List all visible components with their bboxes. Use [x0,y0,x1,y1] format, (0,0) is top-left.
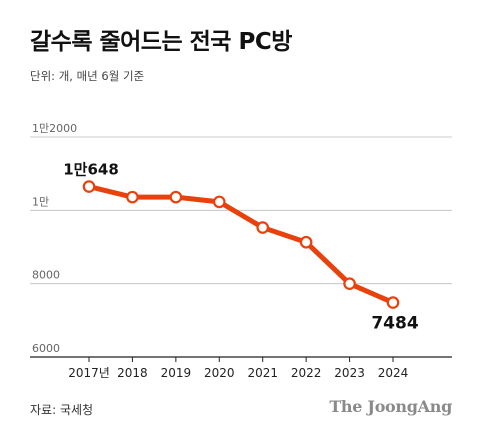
unit-note: 단위: 개, 매년 6월 기준 [30,69,145,83]
chart-title: 갈수록 줄어드는 전국 PC방 [30,29,292,55]
data-point [256,221,270,234]
series-line [86,184,396,306]
data-point [386,296,400,309]
x-tick-label: 2023 [334,366,365,380]
y-tick-label: 1만 [32,195,49,208]
x-tick-label: 2019 [161,366,192,380]
x-tick-label: 2020 [204,366,235,380]
data-point [299,235,313,249]
x-tick-label: 2021 [247,366,278,380]
data-label: 1만648 [63,161,119,179]
x-tick-label: 2024 [378,366,409,380]
data-point [126,190,139,204]
y-tick-label: 1만2000 [32,122,77,135]
data-point [343,277,356,290]
publisher-logo: The JoongAng [329,397,452,416]
x-tick-label: 2017년 [68,366,110,380]
data-label: 7484 [371,314,418,334]
data-point [169,190,183,204]
y-tick-label: 6000 [32,342,60,355]
data-point [212,195,226,209]
x-tick-label: 2018 [117,366,148,380]
x-tick-label: 2022 [291,366,322,380]
source-note: 자료: 국세청 [30,403,94,417]
data-point [82,180,96,193]
y-tick-label: 8000 [32,269,60,282]
